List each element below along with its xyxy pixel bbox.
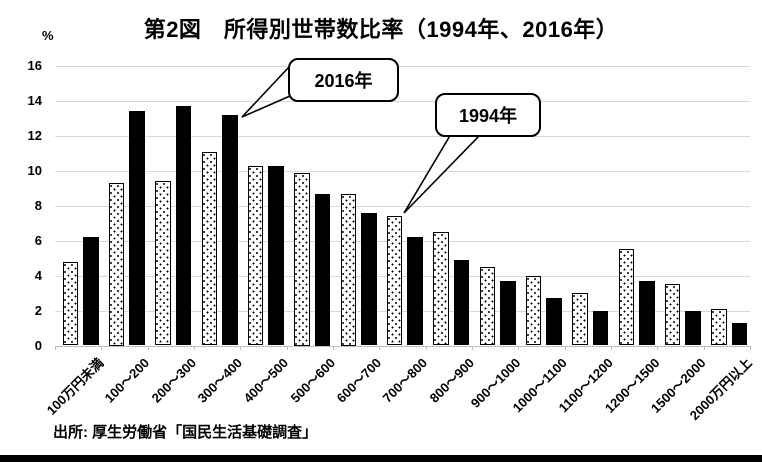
x-axis-tick [147, 346, 149, 350]
y-axis-tick-label: 14 [27, 92, 42, 108]
source-note: 出所: 厚生労働省「国民生活基礎調査」 [53, 424, 318, 441]
bar-2016年 [453, 259, 470, 346]
gridline [55, 170, 750, 172]
y-axis-tick-label: 8 [34, 197, 42, 213]
bar-1994年 [386, 216, 403, 346]
bar-1994年 [618, 249, 634, 346]
y-axis-tick-label: 12 [27, 127, 42, 143]
x-axis-tick [703, 346, 705, 350]
bar-2016年 [546, 298, 562, 346]
x-axis-label: 100～200 [102, 355, 153, 406]
bar-1994年 [433, 231, 449, 346]
bar-2016年 [500, 280, 516, 346]
x-axis-line [55, 345, 750, 347]
bar-1994年 [155, 181, 171, 346]
callout-pointer-2016 [241, 66, 291, 118]
bar-2016年 [639, 280, 655, 346]
x-axis-label: 500～600 [287, 355, 338, 406]
chart-title: 第2図 所得別世帯数比率（1994年、2016年） [143, 17, 619, 42]
x-axis-tick [749, 346, 751, 350]
x-axis-tick [194, 346, 195, 350]
x-axis-tick [564, 346, 566, 350]
gridline [55, 310, 750, 312]
bar-1994年 [711, 308, 727, 346]
x-axis-label: 400～500 [241, 355, 292, 406]
x-axis-label: 700～800 [380, 355, 431, 406]
bar-2016年 [129, 111, 145, 346]
gridline [55, 240, 750, 242]
bar-1994年 [340, 193, 356, 346]
gridline [55, 275, 750, 277]
x-axis-tick [286, 346, 288, 350]
bar-1994年 [525, 275, 542, 346]
bar-1994年 [201, 151, 217, 346]
bottom-black-strip [0, 455, 762, 462]
x-axis-label: 300～400 [194, 355, 246, 406]
bar-2016年 [83, 237, 99, 346]
bar-2016年 [314, 193, 331, 346]
bar-1994年 [572, 293, 588, 346]
x-axis-tick [611, 346, 612, 350]
bar-2016年 [361, 212, 377, 346]
x-axis-tick [657, 346, 659, 350]
y-axis-tick-label: 4 [34, 267, 42, 283]
x-axis-tick [240, 346, 242, 350]
y-axis-tick-label: 10 [27, 162, 42, 178]
bar-2016年 [222, 114, 238, 346]
callout-pointer-1994 [403, 133, 481, 214]
y-axis-tick-label: 2 [34, 302, 42, 318]
bar-1994年 [62, 261, 78, 346]
x-axis-label: 200～300 [148, 355, 199, 406]
bar-2016年 [268, 165, 284, 346]
bar-1994年 [247, 165, 264, 346]
gridline [55, 205, 750, 207]
gridline [55, 66, 750, 67]
bar-2016年 [685, 310, 701, 346]
bar-1994年 [294, 172, 310, 346]
gridline [55, 135, 750, 137]
callout-2016: 2016年 [288, 58, 399, 102]
y-axis-unit-label: % [42, 28, 54, 43]
x-axis-tick [425, 346, 427, 350]
x-axis-label: 600～700 [333, 355, 385, 406]
bar-2016年 [407, 237, 423, 346]
x-axis-tick [55, 346, 56, 350]
bar-2016年 [731, 322, 748, 346]
x-axis-tick [518, 346, 520, 350]
bar-1994年 [664, 284, 681, 346]
x-axis-label: 100万円未満 [43, 355, 107, 418]
y-axis-tick-label: 16 [27, 58, 42, 73]
callout-1994-label: 1994年 [458, 106, 518, 126]
callout-2016-label: 2016年 [314, 71, 373, 91]
gridline [55, 100, 750, 102]
bar-2016年 [592, 310, 609, 346]
y-axis-tick-label: 6 [34, 232, 42, 248]
bar-1994年 [479, 266, 495, 346]
x-axis-tick [379, 346, 381, 350]
x-axis-tick [333, 346, 334, 350]
bar-1994年 [108, 183, 125, 346]
bar-2016年 [175, 106, 192, 346]
x-axis-tick [472, 346, 473, 350]
y-axis-tick-label: 0 [34, 337, 42, 353]
callout-1994: 1994年 [435, 93, 541, 137]
x-axis-tick [101, 346, 103, 350]
